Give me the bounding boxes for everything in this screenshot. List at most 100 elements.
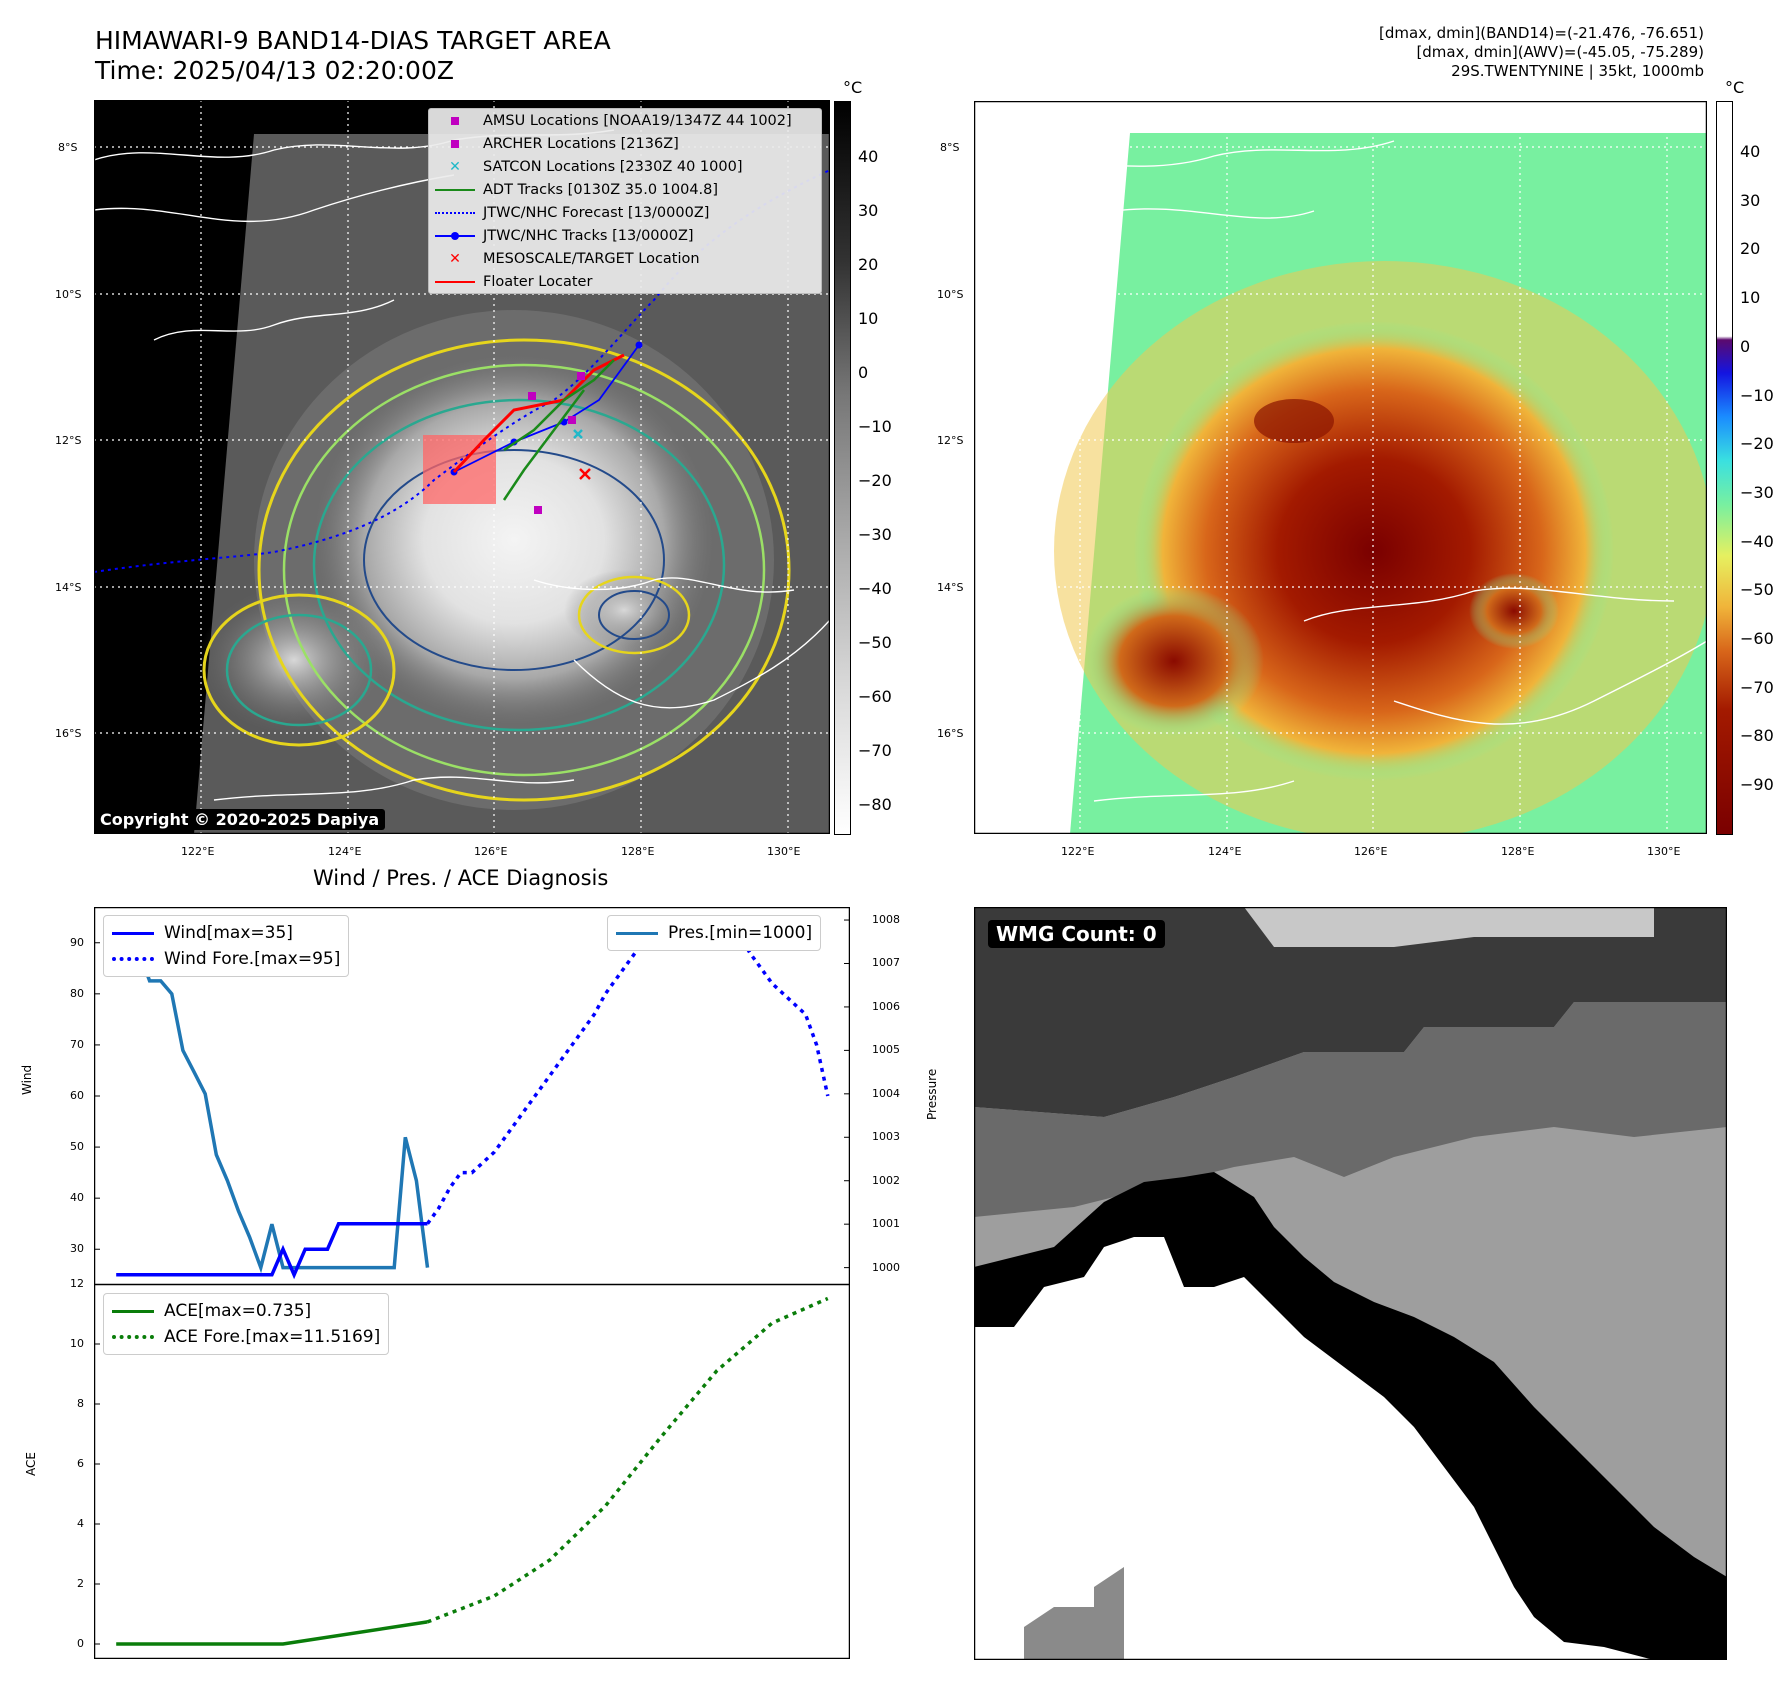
lat-label: 16°S <box>937 727 964 740</box>
diagnosis-title: Wind / Pres. / ACE Diagnosis <box>313 866 609 890</box>
awv-colorbar-tick: 10 <box>1740 288 1761 308</box>
awv-colorbar-tick: 0 <box>1740 336 1751 356</box>
ace-axis-label: ACE <box>24 1452 38 1476</box>
lat-label: 16°S <box>55 727 82 740</box>
lon-label: 122°E <box>181 845 215 858</box>
awv-colorbar-unit: °C <box>1725 78 1745 97</box>
contour-navy <box>363 449 665 671</box>
legend-wind: Wind[max=35] <box>112 920 340 946</box>
lat-label: 10°S <box>937 288 964 301</box>
lon-label: 126°E <box>1354 845 1388 858</box>
pressure-tick: 1008 <box>872 913 900 927</box>
contour-teal <box>312 398 726 732</box>
lat-label: 8°S <box>940 141 960 154</box>
square-marker-icon <box>435 137 475 151</box>
square-marker-icon <box>435 114 475 128</box>
lon-label: 130°E <box>1647 845 1681 858</box>
floater-locater-track <box>452 353 625 474</box>
lat-label: 12°S <box>937 434 964 447</box>
wind-tick: 30 <box>70 1242 84 1256</box>
ir-colorbar-tick: −60 <box>858 687 892 706</box>
adt-track <box>503 359 615 452</box>
ir-colorbar-tick: 20 <box>858 255 879 274</box>
legend-ace-fore: ACE Fore.[max=11.5169] <box>112 1324 380 1350</box>
ir-colorbar-tick: −30 <box>858 525 892 544</box>
pressure-tick: 1004 <box>872 1086 900 1100</box>
wind-tick: 40 <box>70 1191 84 1205</box>
awv-colorbar-tick: 20 <box>1740 239 1761 259</box>
coastline <box>974 140 1395 167</box>
ace-tick: 0 <box>77 1637 84 1650</box>
ir-colorbar-tick: −40 <box>858 579 892 598</box>
lon-label: 128°E <box>621 845 655 858</box>
ir-colorbar-tick: 10 <box>858 309 879 328</box>
awv-colorbar-tick: −90 <box>1740 775 1774 795</box>
lat-label: 10°S <box>55 288 82 301</box>
awv-colorbar-tick: −60 <box>1740 629 1774 648</box>
legend-amsu: AMSU Locations [NOAA19/1347Z 44 1002] <box>429 109 821 132</box>
ir-colorbar-unit: °C <box>843 78 863 97</box>
ace-tick: 10 <box>70 1337 84 1350</box>
amsu-archer-markers <box>528 372 585 514</box>
line-icon <box>435 183 475 197</box>
figure-title: HIMAWARI-9 BAND14-DIAS TARGET AREA <box>95 26 611 55</box>
wind-axis-label: Wind <box>20 1064 34 1095</box>
legend-ace: ACE[max=0.735] <box>112 1298 380 1324</box>
jtwc-forecast-track <box>94 169 830 573</box>
wmg-gray-band <box>974 1002 1727 1217</box>
awv-colorbar-tick: −40 <box>1740 531 1774 551</box>
info-band14: [dmax, dmin](BAND14)=(-21.476, -76.651) <box>1379 24 1704 42</box>
x-marker-icon: ✕ <box>449 158 461 175</box>
wind-tick: 90 <box>70 935 84 949</box>
info-block: [dmax, dmin](BAND14)=(-21.476, -76.651) … <box>1379 24 1704 81</box>
ace-tick: 6 <box>77 1457 84 1470</box>
target-marker <box>579 468 591 480</box>
legend-jtwc-forecast: JTWC/NHC Forecast [13/0000Z] <box>429 201 821 224</box>
solid-line-icon <box>112 1309 154 1313</box>
awv-map-panel <box>974 101 1707 834</box>
wind-legend: Wind[max=35] Wind Fore.[max=95] <box>103 915 350 977</box>
satcon-marker <box>573 429 583 439</box>
legend-pres: Pres.[min=1000] <box>616 920 812 946</box>
ir-colorbar-tick: 30 <box>858 201 879 220</box>
solid-line-icon <box>616 931 658 935</box>
ir-colorbar-tick: −80 <box>858 795 892 814</box>
legend-archer: ARCHER Locations [2136Z] <box>429 132 821 155</box>
contour-yellow <box>257 338 791 802</box>
wind-forecast-line <box>426 915 830 1225</box>
lon-label: 124°E <box>1208 845 1242 858</box>
dotted-line-icon <box>435 206 475 220</box>
info-awv: [dmax, dmin](AWV)=(-45.05, -75.289) <box>1416 43 1704 61</box>
awv-colorbar <box>1716 101 1733 835</box>
ace-legend: ACE[max=0.735] ACE Fore.[max=11.5169] <box>103 1293 390 1355</box>
lon-label: 128°E <box>1501 845 1535 858</box>
wmg-count-label: WMG Count: 0 <box>988 920 1165 948</box>
awv-colorbar-tick: −30 <box>1740 482 1774 502</box>
x-marker-icon: ✕ <box>449 250 461 267</box>
awv-colorbar-tick: −70 <box>1740 677 1774 697</box>
figure-time: Time: 2025/04/13 02:20:00Z <box>95 56 454 85</box>
awv-colorbar-tick: −80 <box>1740 726 1774 746</box>
awv-colorbar-tick: −20 <box>1740 434 1774 454</box>
awv-colorbar-tick: −50 <box>1740 580 1774 600</box>
dotted-line-icon <box>112 957 154 961</box>
legend-wind-fore: Wind Fore.[max=95] <box>112 946 340 972</box>
legend-jtwc-tracks: JTWC/NHC Tracks [13/0000Z] <box>429 224 821 247</box>
legend-satcon: ✕ SATCON Locations [2330Z 40 1000] <box>429 155 821 178</box>
wmg-white-region <box>974 1237 1654 1660</box>
ir-colorbar-tick: 40 <box>858 147 879 166</box>
wmg-dark-band <box>974 907 1727 1117</box>
line-icon <box>435 275 475 289</box>
awv-colorbar-tick: 30 <box>1740 190 1761 210</box>
wind-tick: 60 <box>70 1089 84 1102</box>
lat-label: 12°S <box>55 434 82 447</box>
ace-line <box>116 1620 428 1646</box>
pressure-tick: 1002 <box>872 1173 900 1187</box>
wmg-panel <box>974 907 1727 1660</box>
contour-lightgreen <box>282 363 766 777</box>
ir-colorbar <box>834 101 851 835</box>
lat-label: 8°S <box>58 141 78 154</box>
awv-colorbar-tick: 40 <box>1740 142 1761 161</box>
ir-colorbar-tick: −70 <box>858 741 892 760</box>
legend-target: ✕ MESOSCALE/TARGET Location <box>429 247 821 270</box>
